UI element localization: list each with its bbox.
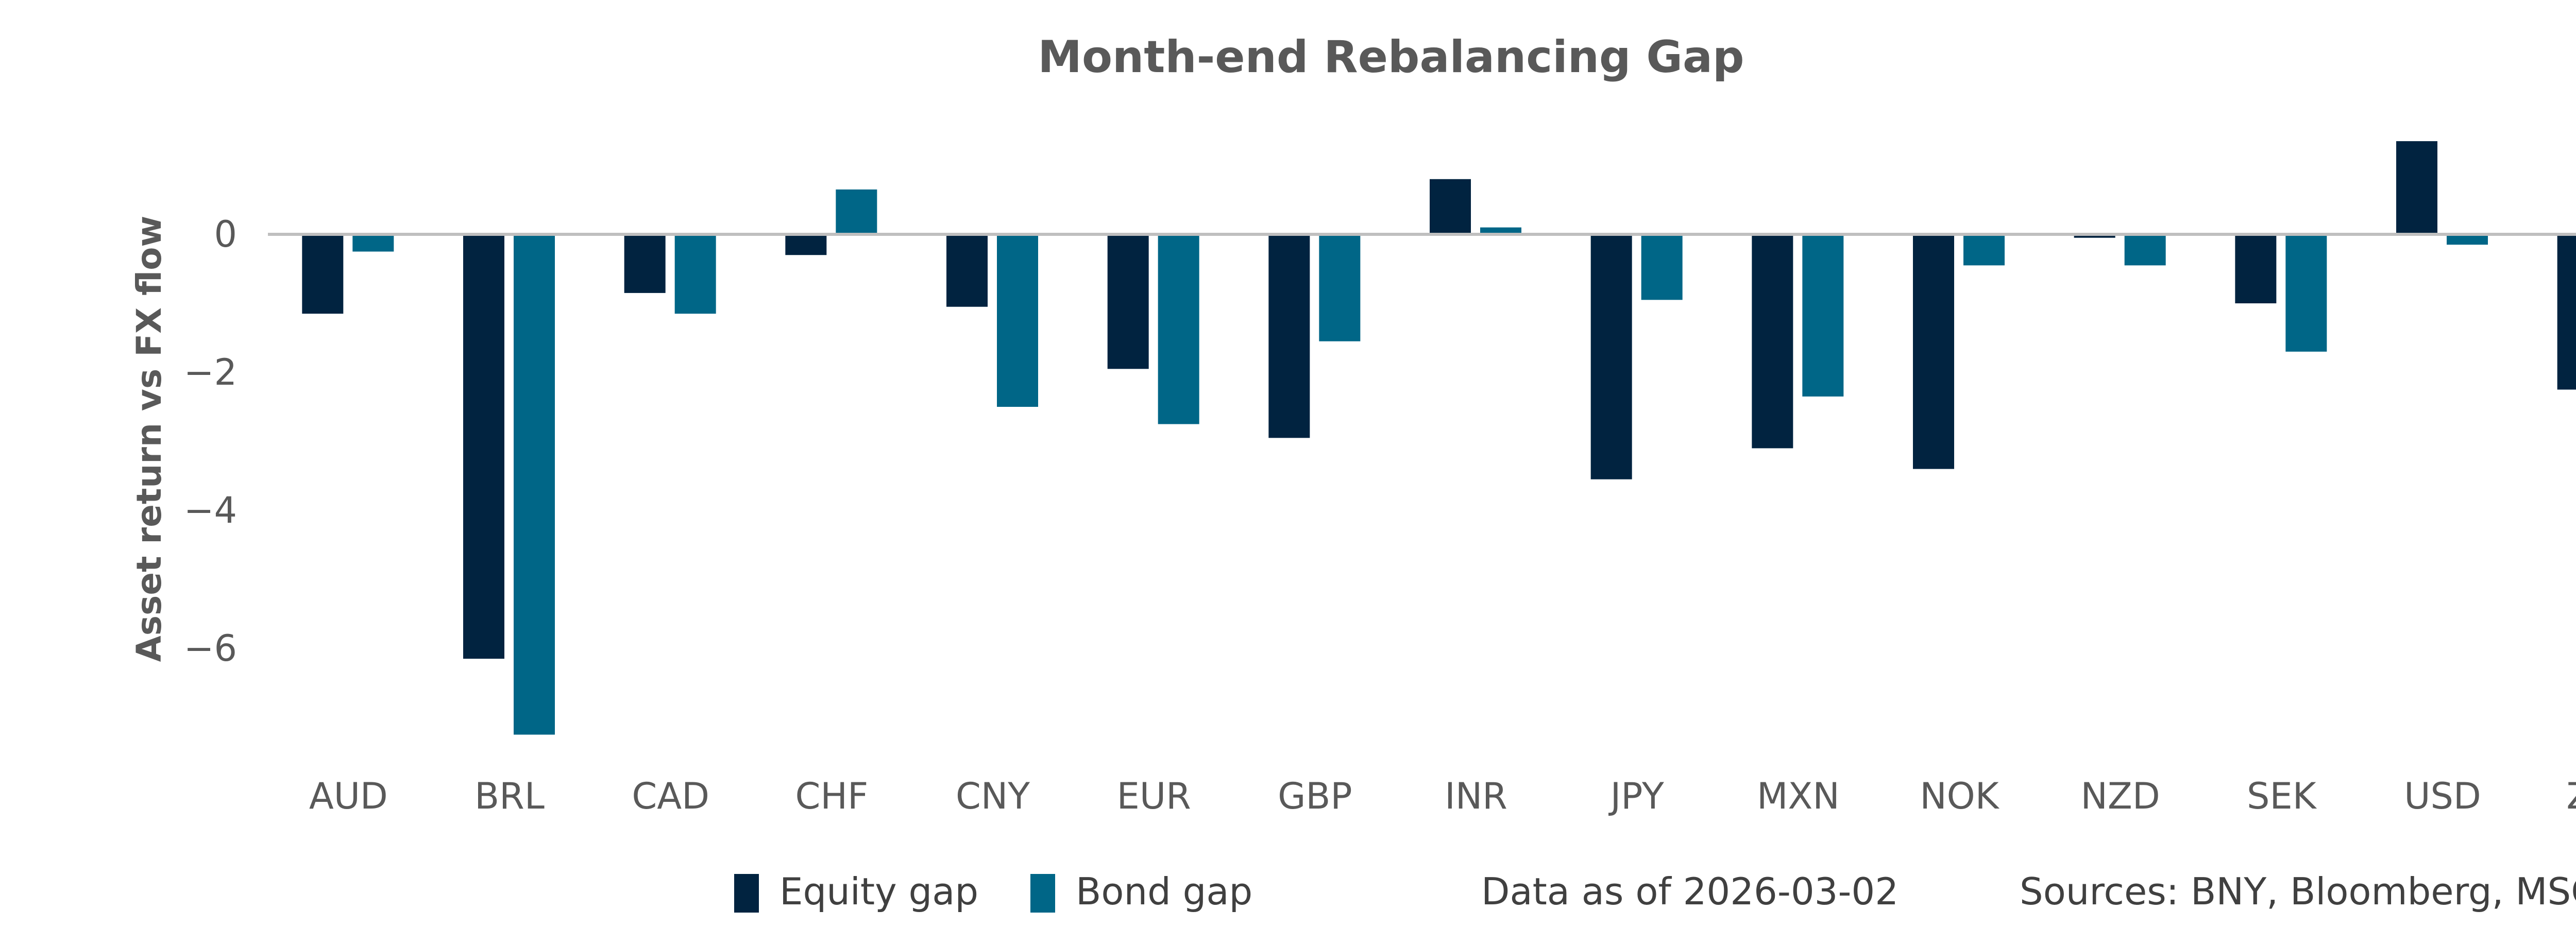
x-tick-label-nok: NOK: [1920, 775, 1999, 817]
equity-bar-chf: [785, 234, 827, 255]
bond-bar-eur: [1158, 234, 1199, 424]
equity-bar-gbp: [1268, 234, 1310, 438]
x-tick-label-aud: AUD: [309, 775, 388, 817]
bond-bar-cad: [674, 234, 716, 314]
x-tick-label-brl: BRL: [474, 775, 545, 817]
bond-bar-jpy: [1641, 234, 1683, 300]
bond-bar-inr: [1480, 227, 1521, 234]
equity-bar-zar: [2557, 234, 2576, 390]
equity-bar-cny: [946, 234, 988, 307]
x-tick-label-usd: USD: [2404, 775, 2481, 817]
equity-bar-usd: [2396, 141, 2437, 234]
equity-bar-cad: [624, 234, 666, 293]
y-tick-label: −4: [184, 489, 237, 531]
bond-bar-chf: [836, 189, 877, 234]
y-tick-label: −2: [184, 351, 237, 393]
equity-bar-eur: [1107, 234, 1149, 369]
x-ticks: AUD BRL CAD CHF CNY EUR GBP INR JPY MXN NOK NZD SEK U…: [309, 775, 2576, 817]
bond-bar-usd: [2447, 234, 2488, 245]
x-tick-label-cad: CAD: [632, 775, 709, 817]
bond-bar-sek: [2285, 234, 2327, 352]
x-tick-label-sek: SEK: [2247, 775, 2317, 817]
equity-bar-mxn: [1752, 234, 1793, 449]
bars: [302, 141, 2576, 735]
equity-bar-nzd: [2074, 234, 2115, 238]
bond-bar-cny: [997, 234, 1038, 407]
legend-swatch-bond: [1030, 874, 1055, 913]
x-tick-label-mxn: MXN: [1757, 775, 1840, 817]
bond-bar-aud: [352, 234, 394, 252]
equity-bar-sek: [2235, 234, 2277, 303]
sources: Sources: BNY, Bloomberg, MSCI: [2020, 870, 2576, 913]
equity-bar-jpy: [1590, 234, 1632, 479]
x-tick-label-jpy: JPY: [1608, 775, 1664, 817]
equity-bar-aud: [302, 234, 344, 314]
data-as-of: Data as of 2026-03-02: [1481, 870, 1899, 913]
bond-bar-nok: [1963, 234, 2005, 266]
legend: Equity gap Bond gap: [734, 870, 1252, 913]
legend-swatch-equity: [734, 874, 759, 913]
bond-bar-mxn: [1802, 234, 1844, 397]
bond-bar-nzd: [2124, 234, 2166, 266]
y-axis-label: Asset return vs FX flow: [129, 216, 169, 662]
chart-title: Month-end Rebalancing Gap: [1038, 31, 1744, 83]
bond-bar-gbp: [1319, 234, 1361, 341]
equity-bar-brl: [463, 234, 504, 659]
x-tick-label-chf: CHF: [795, 775, 868, 817]
equity-bar-inr: [1430, 179, 1471, 234]
equity-bar-nok: [1913, 234, 1954, 469]
y-ticks: 0 −2 −4 −6: [184, 213, 237, 670]
x-tick-label-nzd: NZD: [2081, 775, 2160, 817]
x-tick-label-inr: INR: [1445, 775, 1507, 817]
legend-label-bond: Bond gap: [1076, 870, 1252, 913]
x-tick-label-cny: CNY: [956, 775, 1030, 817]
legend-label-equity: Equity gap: [779, 870, 978, 913]
x-tick-label-gbp: GBP: [1278, 775, 1352, 817]
y-tick-label: −6: [184, 627, 237, 670]
x-tick-label-eur: EUR: [1117, 775, 1191, 817]
x-tick-label-zar: ZAR: [2566, 775, 2576, 817]
y-tick-label: 0: [214, 213, 237, 255]
bond-bar-brl: [514, 234, 555, 735]
